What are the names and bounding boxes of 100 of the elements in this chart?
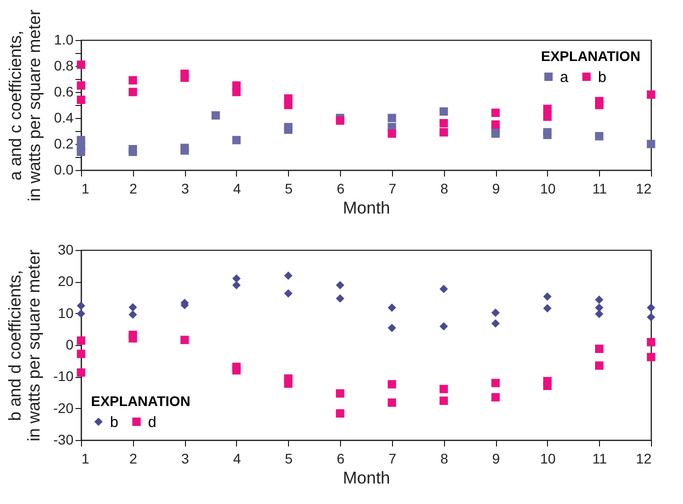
point [646,312,656,322]
y-tick-label: 0.2 [54,136,74,152]
x-tick-label: 9 [492,450,500,466]
point [336,389,344,398]
point [76,302,86,310]
y-tick-label: 20 [58,273,74,290]
point [595,344,604,353]
x-tick-label: 10 [540,180,556,196]
point [180,146,189,155]
point [180,336,189,344]
point [232,366,241,375]
point [128,310,137,319]
y-axis-title: b and d coefficients, in watts per square meter [5,249,44,442]
point [232,136,241,144]
point [128,148,137,156]
point [336,294,344,303]
point [388,324,396,332]
point [284,379,292,388]
x-tick-label: 2 [129,450,138,466]
point [440,384,448,394]
point [232,274,241,283]
point [128,303,137,312]
y-tick-label: 10 [58,304,74,321]
x-tick-label: 11 [592,450,608,466]
x-tick-label: 11 [592,180,608,196]
point [76,368,86,377]
point [440,107,448,116]
x-tick-label: 7 [388,180,397,196]
legend-label: b [598,68,606,86]
point [440,119,448,128]
point [595,361,604,370]
point [388,380,396,388]
x-tick-label: 8 [440,180,448,196]
x-tick-label: 6 [336,450,345,466]
legend-title: EXPLANATION [541,48,640,64]
point [646,352,656,362]
point [388,398,396,407]
point [491,129,500,138]
y-tick-label: -10 [53,368,74,384]
point [543,304,552,312]
point [76,148,86,156]
point [388,129,396,138]
point [440,396,448,405]
y-tick-label: -20 [53,400,74,416]
point [336,116,344,125]
point [76,96,86,104]
y-tick-label: 0 [66,336,74,352]
point [491,120,500,129]
x-tick-label: 7 [388,450,397,466]
point [595,100,604,110]
point [336,409,344,418]
x-tick-label: 1 [82,450,90,466]
point [128,334,137,343]
point [440,284,448,294]
point [543,382,552,390]
point [491,308,500,317]
point [76,350,86,358]
point [76,309,86,318]
x-tick-label: 5 [284,180,293,196]
point [595,132,604,140]
x-tick-label: 4 [233,180,242,196]
point [543,104,552,114]
x-tick-label: 10 [540,450,556,466]
point [543,130,552,140]
x-tick-label: 8 [440,450,448,466]
y-tick-label: -30 [53,432,74,448]
point [595,296,604,304]
point [284,126,292,134]
legend-label: d [148,414,156,431]
x-tick-label: 3 [181,180,190,196]
point [128,88,137,96]
point [76,60,86,69]
x-tick-label: 9 [492,180,500,196]
point [491,108,500,117]
x-tick-label: 12 [636,450,652,466]
y-tick-label: 1.0 [54,32,74,48]
point [646,338,656,346]
point [646,140,656,148]
x-tick-label: 3 [181,450,190,466]
y-tick-label: 0.6 [54,84,74,100]
x-tick-label: 5 [284,450,293,466]
y-tick-label: 0.8 [54,58,74,74]
point [212,111,220,120]
legend-label: a [560,68,569,86]
point [232,88,241,96]
point [491,319,500,328]
point [284,271,292,280]
point [595,303,604,312]
legend-title: EXPLANATION [91,393,190,409]
legend-label: b [110,414,118,431]
point [76,81,86,90]
point [336,280,344,290]
point [646,303,656,312]
point [491,393,500,402]
x-tick-label: 12 [636,180,652,196]
x-tick-label: 6 [336,180,345,196]
y-tick-label: 0.0 [54,162,74,178]
point [595,310,604,318]
point [491,378,500,388]
x-tick-label: 4 [233,450,242,466]
